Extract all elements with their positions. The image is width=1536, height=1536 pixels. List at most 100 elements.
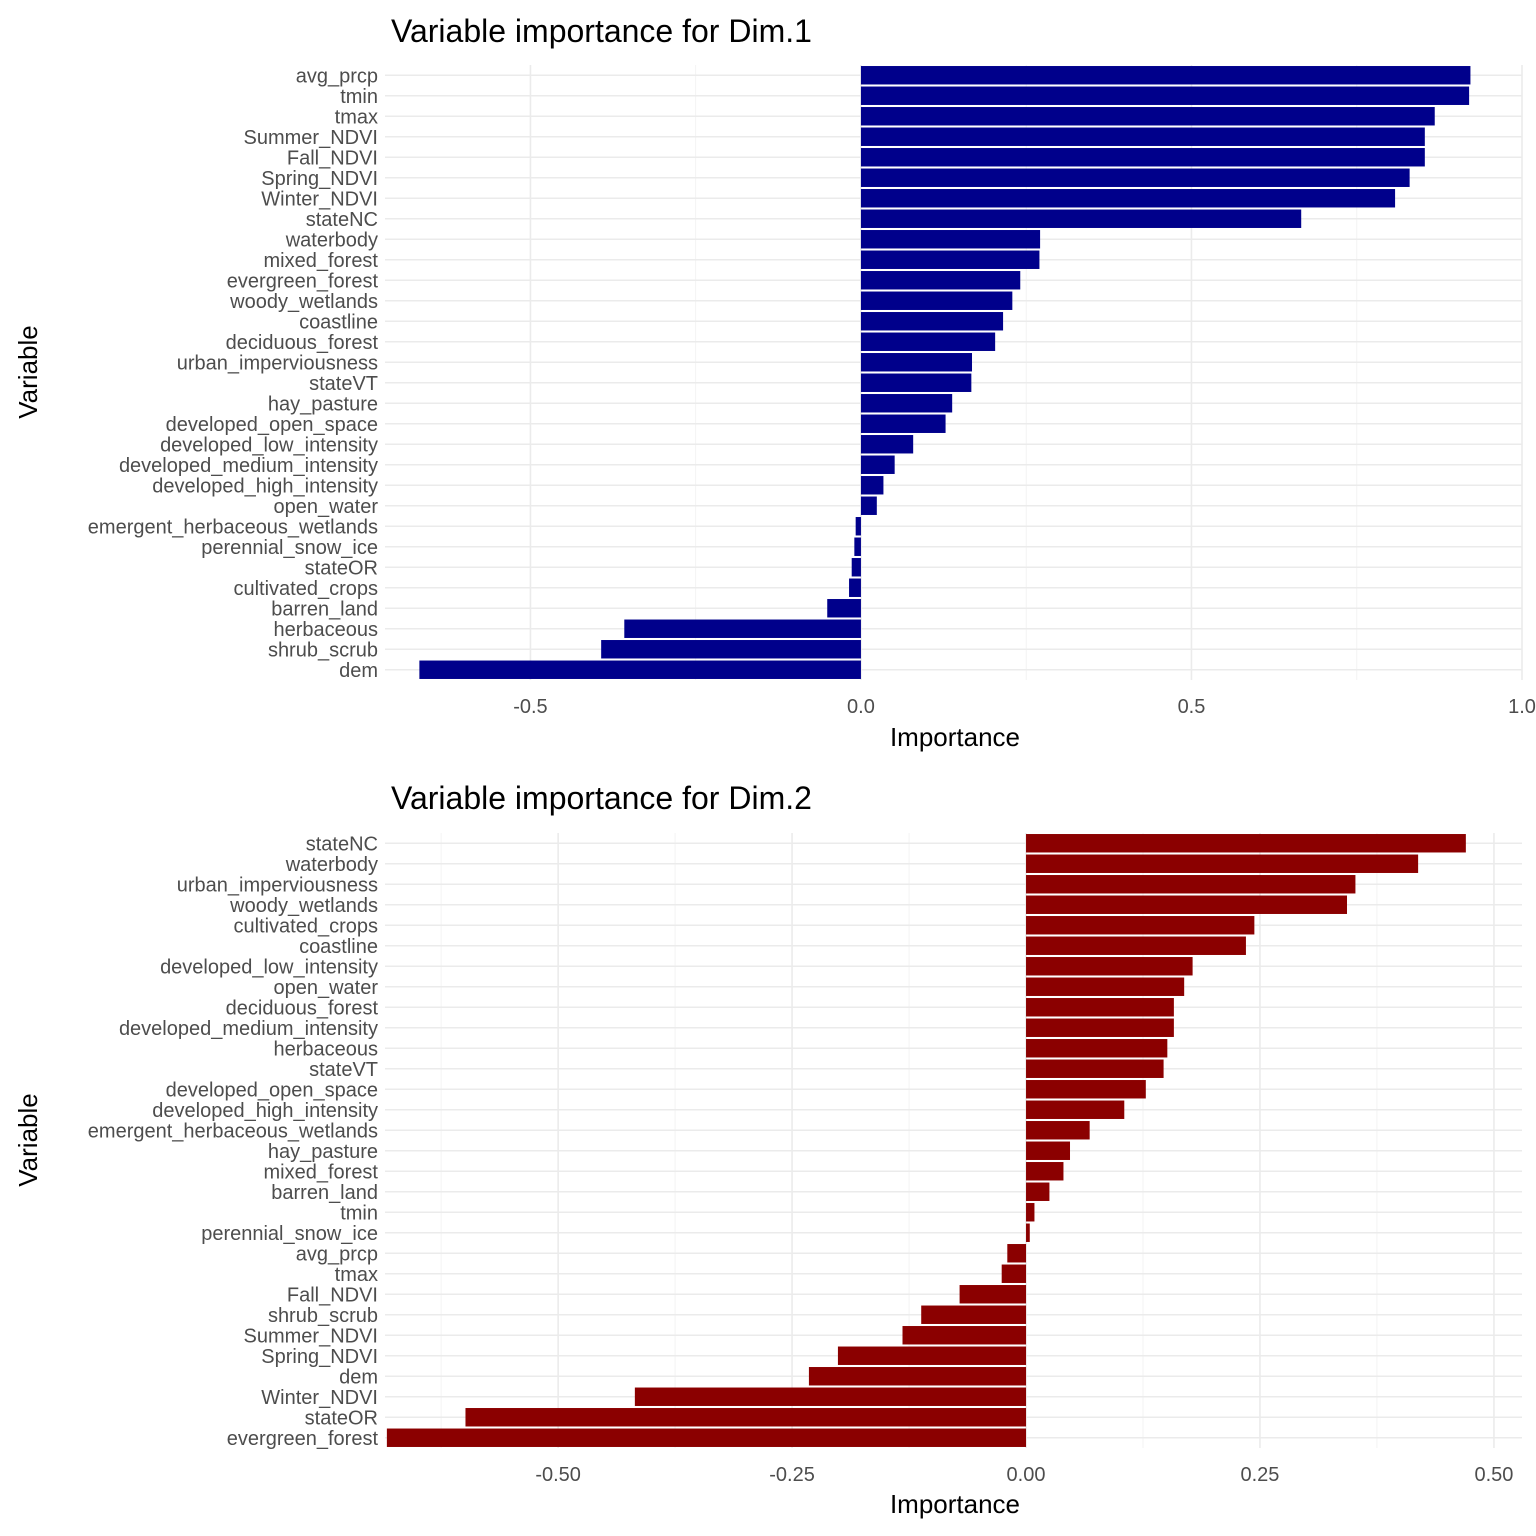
category-label: tmax bbox=[335, 106, 378, 128]
chart-panel-dim2: Variable importance for Dim.2 stateNCwat… bbox=[13, 780, 1522, 1519]
category-label: developed_open_space bbox=[166, 1079, 378, 1101]
category-label: Winter_NDVI bbox=[261, 1387, 378, 1409]
bar-coastline bbox=[860, 312, 1004, 331]
category-label: hay_pasture bbox=[268, 393, 378, 415]
x-axis-title: Importance bbox=[890, 722, 1020, 752]
category-label: open_water bbox=[273, 496, 378, 518]
bar-coastline bbox=[1026, 936, 1246, 955]
category-label: woody_wetlands bbox=[229, 895, 378, 917]
bar-evergreen_forest bbox=[386, 1428, 1027, 1447]
bar-woody_wetlands bbox=[860, 291, 1013, 310]
category-label: stateNC bbox=[306, 209, 378, 231]
bar-hay_pasture bbox=[1026, 1141, 1071, 1160]
category-label: emergent_herbaceous_wetlands bbox=[88, 516, 378, 538]
bar-developed_medium_intensity bbox=[860, 455, 895, 474]
category-labels: avg_prcptmintmaxSummer_NDVIFall_NDVISpri… bbox=[88, 65, 379, 682]
bar-Winter_NDVI bbox=[860, 189, 1396, 208]
category-label: barren_land bbox=[271, 598, 378, 620]
x-tick-label: -0.5 bbox=[513, 696, 547, 718]
category-label: coastline bbox=[299, 936, 378, 958]
bar-developed_open_space bbox=[860, 414, 946, 433]
category-label: developed_medium_intensity bbox=[119, 1018, 378, 1040]
category-label: evergreen_forest bbox=[227, 270, 379, 292]
bar-developed_low_intensity bbox=[1026, 957, 1193, 976]
category-label: stateOR bbox=[305, 557, 378, 579]
bar-Spring_NDVI bbox=[860, 168, 1410, 187]
category-label: waterbody bbox=[285, 229, 378, 251]
category-label: barren_land bbox=[271, 1182, 378, 1204]
category-label: stateVT bbox=[309, 373, 378, 395]
chart-title: Variable importance for Dim.1 bbox=[391, 13, 812, 49]
bar-developed_high_intensity bbox=[860, 476, 884, 495]
bar-open_water bbox=[1026, 977, 1185, 996]
bar-deciduous_forest bbox=[1026, 998, 1174, 1017]
category-label: Spring_NDVI bbox=[261, 168, 378, 190]
category-label: dem bbox=[339, 660, 378, 682]
category-label: emergent_herbaceous_wetlands bbox=[88, 1120, 378, 1142]
bar-waterbody bbox=[1026, 854, 1419, 873]
bar-urban_imperviousness bbox=[1026, 875, 1356, 894]
x-tick-label: 1.0 bbox=[1508, 696, 1536, 718]
bar-tmin bbox=[1026, 1203, 1035, 1222]
category-label: shrub_scrub bbox=[268, 1305, 378, 1327]
category-label: perennial_snow_ice bbox=[201, 1223, 378, 1245]
bar-evergreen_forest bbox=[860, 271, 1021, 290]
category-label: mixed_forest bbox=[264, 1161, 379, 1183]
bar-stateNC bbox=[860, 209, 1302, 228]
category-label: mixed_forest bbox=[264, 250, 379, 272]
y-axis-title: Variable bbox=[13, 1093, 43, 1186]
category-label: urban_imperviousness bbox=[177, 874, 378, 896]
bar-dem bbox=[808, 1367, 1027, 1386]
bar-Winter_NDVI bbox=[634, 1387, 1027, 1406]
bar-developed_low_intensity bbox=[860, 435, 914, 454]
category-label: developed_high_intensity bbox=[152, 1100, 378, 1122]
x-tick-label: 0.5 bbox=[1178, 696, 1206, 718]
category-label: Fall_NDVI bbox=[287, 147, 378, 169]
category-label: Winter_NDVI bbox=[261, 188, 378, 210]
bar-emergent_herbaceous_wetlands bbox=[1026, 1121, 1090, 1140]
category-label: stateNC bbox=[306, 833, 378, 855]
bar-avg_prcp bbox=[860, 66, 1471, 85]
bar-waterbody bbox=[860, 230, 1041, 249]
category-label: Summer_NDVI bbox=[244, 1325, 378, 1347]
y-axis-title: Variable bbox=[13, 325, 43, 418]
category-labels: stateNCwaterbodyurban_imperviousnesswood… bbox=[88, 833, 379, 1450]
bar-perennial_snow_ice bbox=[854, 537, 861, 556]
x-tick-labels: -0.5 0.0 0.5 1.0 bbox=[513, 696, 1536, 718]
category-label: dem bbox=[339, 1366, 378, 1388]
bar-Fall_NDVI bbox=[860, 148, 1425, 167]
x-tick-label: 0.50 bbox=[1474, 1464, 1513, 1486]
bar-hay_pasture bbox=[860, 394, 953, 413]
bar-Spring_NDVI bbox=[837, 1346, 1027, 1365]
category-label: evergreen_forest bbox=[227, 1428, 379, 1450]
category-label: tmin bbox=[340, 86, 378, 108]
x-axis-title: Importance bbox=[890, 1489, 1020, 1519]
bar-tmax bbox=[1001, 1264, 1027, 1283]
category-label: deciduous_forest bbox=[226, 332, 379, 354]
category-label: Summer_NDVI bbox=[244, 127, 378, 149]
category-label: developed_low_intensity bbox=[160, 434, 378, 456]
bar-developed_medium_intensity bbox=[1026, 1018, 1174, 1037]
bar-mixed_forest bbox=[1026, 1162, 1064, 1181]
chart-title: Variable importance for Dim.2 bbox=[391, 780, 812, 816]
category-label: urban_imperviousness bbox=[177, 352, 378, 374]
category-label: shrub_scrub bbox=[268, 639, 378, 661]
bar-emergent_herbaceous_wetlands bbox=[855, 517, 861, 536]
bar-stateOR bbox=[851, 558, 861, 577]
category-label: developed_medium_intensity bbox=[119, 455, 378, 477]
bar-dem bbox=[419, 660, 861, 679]
bar-stateVT bbox=[860, 373, 972, 392]
category-label: developed_open_space bbox=[166, 414, 378, 436]
bar-urban_imperviousness bbox=[860, 353, 973, 372]
x-tick-label: 0.00 bbox=[1007, 1464, 1046, 1486]
category-label: avg_prcp bbox=[296, 1243, 378, 1265]
bar-Summer_NDVI bbox=[902, 1326, 1027, 1345]
bar-developed_open_space bbox=[1026, 1080, 1146, 1099]
chart-panel-dim1: Variable importance for Dim.1 avg_prcptm… bbox=[13, 13, 1536, 752]
bars bbox=[419, 66, 1471, 679]
category-label: developed_high_intensity bbox=[152, 475, 378, 497]
bar-woody_wetlands bbox=[1026, 895, 1348, 914]
category-label: perennial_snow_ice bbox=[201, 537, 378, 559]
bar-herbaceous bbox=[624, 619, 861, 638]
bar-stateNC bbox=[1026, 834, 1466, 853]
